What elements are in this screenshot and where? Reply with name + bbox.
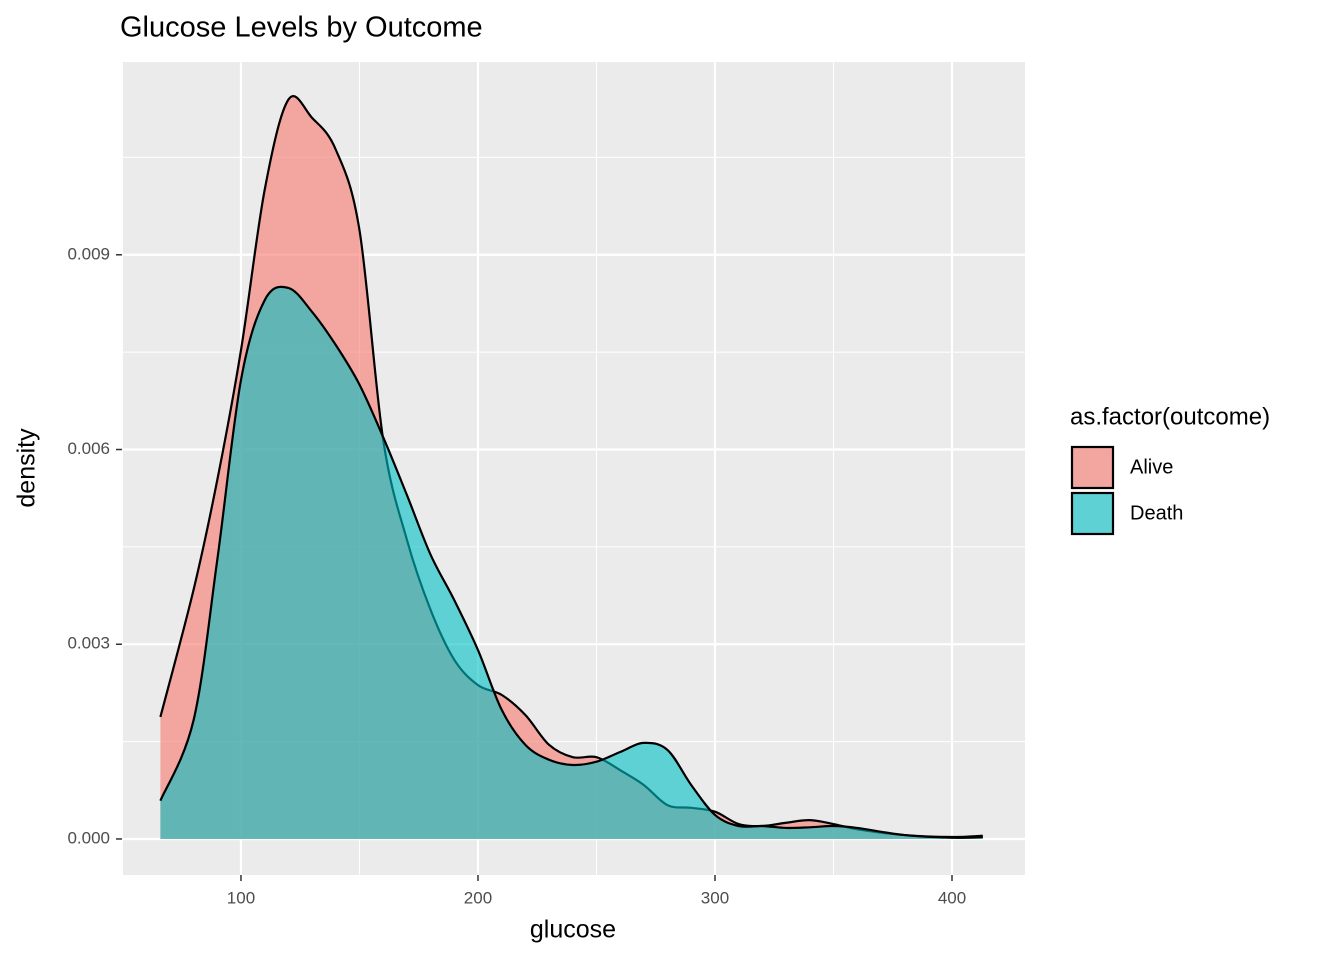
legend-label: Death bbox=[1130, 502, 1183, 524]
legend-label: Alive bbox=[1130, 456, 1173, 478]
density-area bbox=[160, 286, 983, 839]
legend-key bbox=[1070, 491, 1115, 536]
x-tick-label: 100 bbox=[227, 888, 255, 907]
density-line bbox=[159, 285, 983, 839]
x-axis-title: glucose bbox=[530, 916, 616, 944]
y-axis-title: density bbox=[13, 428, 41, 508]
x-tick-label: 400 bbox=[938, 888, 966, 907]
x-tick-label: 200 bbox=[464, 888, 492, 907]
density-line bbox=[159, 95, 983, 839]
legend-key bbox=[1070, 445, 1115, 490]
x-tick-label: 300 bbox=[701, 888, 729, 907]
y-tick-label: 0.003 bbox=[67, 634, 110, 653]
y-tick-label: 0.009 bbox=[67, 244, 110, 263]
chart-title: Glucose Levels by Outcome bbox=[120, 12, 483, 44]
y-tick-label: 0.000 bbox=[67, 828, 110, 847]
y-tick-label: 0.006 bbox=[67, 439, 110, 458]
legend-title: as.factor(outcome) bbox=[1070, 403, 1270, 430]
